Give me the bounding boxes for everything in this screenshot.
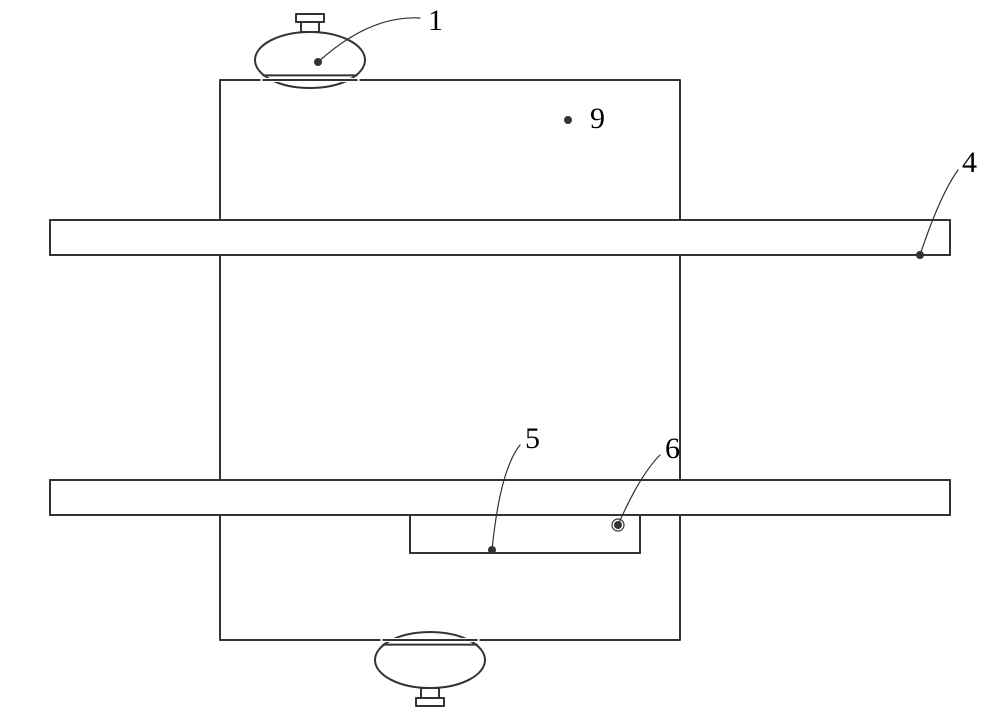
- technical-diagram: 1 9 4 5 6: [0, 0, 1000, 722]
- callout-label: 5: [525, 422, 540, 455]
- callout-label: 9: [590, 102, 605, 135]
- callout-label: 4: [962, 146, 977, 179]
- callout-label: 1: [428, 4, 443, 37]
- upper-rail: [50, 220, 950, 255]
- callout-label: 6: [665, 432, 680, 465]
